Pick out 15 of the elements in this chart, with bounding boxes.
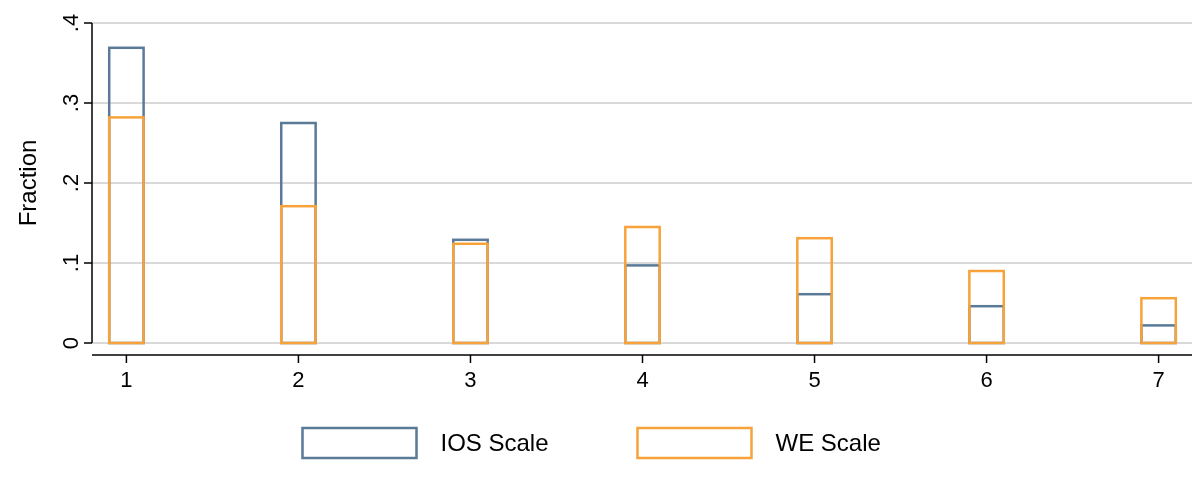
legend-label: IOS Scale: [440, 429, 549, 456]
x-tick-label: 4: [636, 367, 649, 392]
y-tick-label: 0: [58, 336, 83, 350]
x-tick-label: 6: [980, 367, 993, 392]
x-tick-label: 3: [464, 367, 477, 392]
y-axis-title: Fraction: [14, 139, 41, 227]
y-tick-label: .1: [58, 253, 83, 273]
x-tick-label: 2: [292, 367, 305, 392]
y-tick-label: .2: [58, 173, 83, 193]
y-tick-label: .4: [58, 13, 83, 33]
legend-label: WE Scale: [775, 429, 881, 456]
x-tick-label: 7: [1152, 367, 1165, 392]
x-tick-label: 5: [808, 367, 821, 392]
x-tick-label: 1: [120, 367, 133, 392]
y-tick-label: .3: [58, 93, 83, 113]
